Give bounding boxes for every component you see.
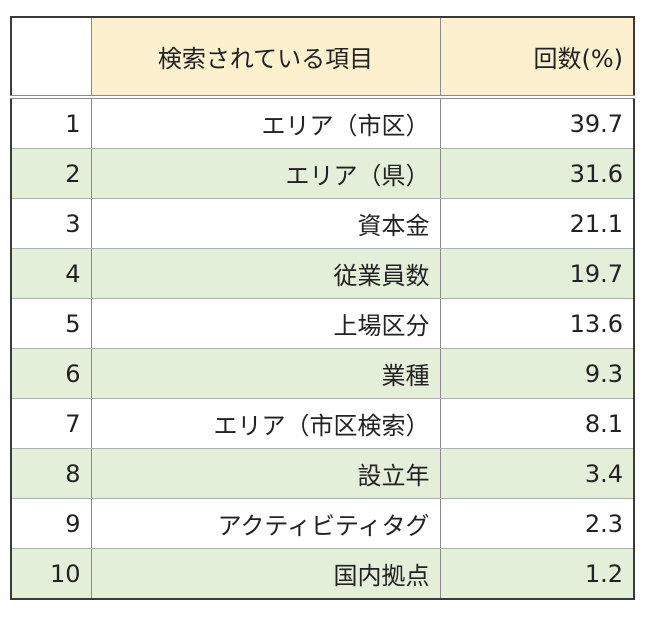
rank-cell: 2 [10, 148, 92, 199]
rank-cell: 9 [10, 498, 92, 549]
item-cell: アクティビティタグ [90, 498, 441, 549]
table-row: 4 従業員数 19.7 [10, 248, 635, 299]
rank-cell: 1 [10, 96, 92, 149]
count-cell: 9.3 [439, 348, 635, 399]
rank-cell: 5 [10, 298, 92, 349]
item-cell: 設立年 [90, 448, 441, 499]
table-row: 10 国内拠点 1.2 [10, 548, 635, 600]
rank-cell: 10 [10, 548, 92, 600]
item-cell: 上場区分 [90, 298, 441, 349]
search-items-table: 検索されている項目 回数(%) 1 エリア（市区） 39.7 2 エリア（県） 31.6 3… [10, 16, 635, 600]
count-cell: 31.6 [439, 148, 635, 199]
count-cell: 3.4 [439, 448, 635, 499]
count-cell: 19.7 [439, 248, 635, 299]
table-row: 9 アクティビティタグ 2.3 [10, 498, 635, 549]
item-cell: エリア（県） [90, 148, 441, 199]
table-body: 1 エリア（市区） 39.7 2 エリア（県） 31.6 3 資本金 21.1 4 従業員数 19.7… [10, 96, 635, 600]
item-cell: 資本金 [90, 198, 441, 249]
table-row: 5 上場区分 13.6 [10, 298, 635, 349]
item-cell: 業種 [90, 348, 441, 399]
header-count: 回数(%) [439, 16, 635, 98]
header-item: 検索されている項目 [90, 16, 441, 98]
item-cell: 従業員数 [90, 248, 441, 299]
item-cell: エリア（市区） [90, 96, 441, 149]
count-cell: 39.7 [439, 96, 635, 149]
count-cell: 2.3 [439, 498, 635, 549]
table-row: 2 エリア（県） 31.6 [10, 148, 635, 199]
rank-cell: 3 [10, 198, 92, 249]
count-cell: 13.6 [439, 298, 635, 349]
table-row: 3 資本金 21.1 [10, 198, 635, 249]
rank-cell: 8 [10, 448, 92, 499]
count-cell: 8.1 [439, 398, 635, 449]
header-row: 検索されている項目 回数(%) [10, 16, 635, 98]
item-cell: エリア（市区検索） [90, 398, 441, 449]
header-rank [10, 16, 92, 98]
rank-cell: 6 [10, 348, 92, 399]
table-row: 8 設立年 3.4 [10, 448, 635, 499]
table-row: 7 エリア（市区検索） 8.1 [10, 398, 635, 449]
table-row: 1 エリア（市区） 39.7 [10, 96, 635, 149]
count-cell: 1.2 [439, 548, 635, 600]
item-cell: 国内拠点 [90, 548, 441, 600]
table-row: 6 業種 9.3 [10, 348, 635, 399]
rank-cell: 4 [10, 248, 92, 299]
rank-cell: 7 [10, 398, 92, 449]
count-cell: 21.1 [439, 198, 635, 249]
